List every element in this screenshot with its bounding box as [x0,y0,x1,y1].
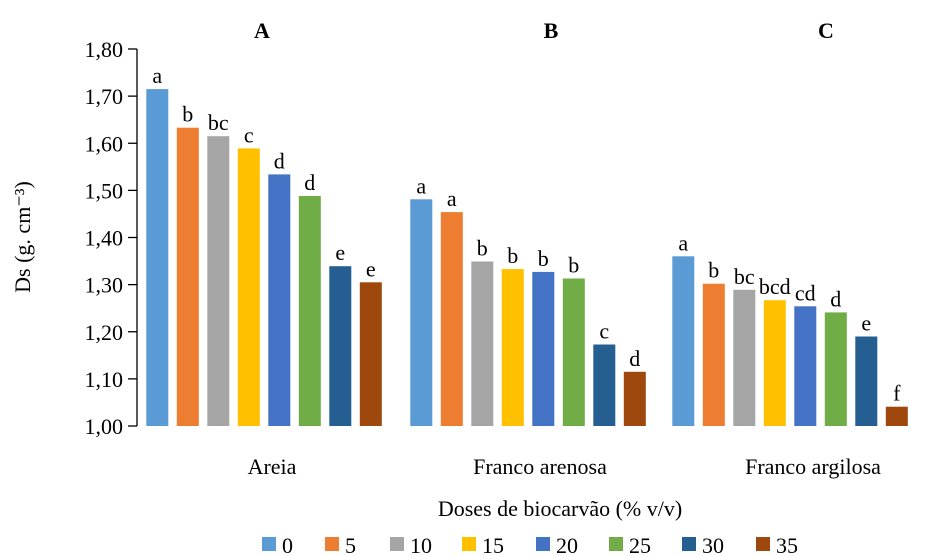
bar [672,256,695,426]
legend-swatch [462,537,476,551]
significance-letter: b [538,246,549,271]
bar [794,306,817,426]
significance-letter: c [599,319,609,344]
legend-swatch [609,537,623,551]
legend-label: 20 [556,533,578,556]
bar [562,278,585,426]
legend-label: 25 [629,533,651,556]
significance-letter: bcd [759,274,791,299]
bar [237,148,260,426]
category-label: Areia [248,454,297,479]
legend-label: 10 [410,533,432,556]
legend-swatch [536,537,550,551]
bar [885,406,908,426]
bar [471,261,494,426]
significance-letter: b [477,236,488,261]
y-tick-label: 1,20 [85,320,124,345]
legend: 0 5 10 15 20 25 30 35 [262,533,798,556]
significance-letter: c [244,122,254,147]
legend-swatch [325,537,339,551]
panel-label: B [544,18,559,43]
bar [733,289,756,426]
legend-swatch [390,537,404,551]
significance-letter: f [893,381,901,406]
bar [623,371,646,426]
y-tick-label: 1,70 [85,84,124,109]
y-tick-label: 1,40 [85,226,124,251]
bar [146,89,169,426]
bar [824,312,847,426]
significance-letter: b [182,102,193,127]
legend-label: 35 [776,533,798,556]
significance-letter: d [304,170,315,195]
x-axis-title: Doses de biocarvão (% v/v) [438,496,682,521]
significance-letter: a [447,186,457,211]
significance-letter: b [708,258,719,283]
significance-letter: d [274,148,285,173]
significance-letter: d [629,346,640,371]
bar [593,344,616,426]
bar [702,283,725,426]
significance-letter: d [830,286,841,311]
legend-label: 0 [282,533,293,556]
bar [268,174,291,426]
bar [440,212,463,426]
significance-letter: a [416,173,426,198]
y-tick-label: 1,10 [85,367,124,392]
bar [410,199,433,426]
bar [207,136,230,426]
legend-swatch [756,537,770,551]
panel-label: C [818,18,834,43]
significance-letter: a [678,230,688,255]
significance-letter: bc [734,264,755,289]
y-tick-label: 1,80 [85,37,124,62]
bar [532,271,555,426]
y-tick-label: 1,00 [85,414,124,439]
y-axis-title: Ds (g. cm⁻³) [10,181,35,293]
legend-label: 15 [482,533,504,556]
significance-letter: bc [208,110,229,135]
y-axis: 1,00 1,10 1,20 1,30 1,40 1,50 1,60 1,70 1,80 [85,37,138,439]
y-tick-label: 1,30 [85,273,124,298]
bar [329,266,352,426]
bar [176,127,199,426]
legend-label: 30 [702,533,724,556]
y-tick-label: 1,50 [85,178,124,203]
significance-letter: e [366,256,376,281]
y-tick-label: 1,60 [85,131,124,156]
bar [501,269,524,426]
category-labels: Areia Franco arenosa Franco argilosa [248,454,882,479]
significance-letter: e [335,240,345,265]
category-label: Franco arenosa [473,454,607,479]
significance-letter: e [861,311,871,336]
category-label: Franco argilosa [745,454,881,479]
panel-labels: A B C [254,18,834,43]
significance-letter: b [568,253,579,278]
bars [146,89,908,426]
legend-swatch [682,537,696,551]
legend-label: 5 [345,533,356,556]
bar [359,282,382,426]
significance-letter: b [507,243,518,268]
significance-letter: cd [795,280,816,305]
bar [763,300,786,426]
panel-label: A [254,18,270,43]
legend-swatch [262,537,276,551]
bar [855,336,878,426]
bar [298,196,321,426]
significance-letter: a [152,63,162,88]
